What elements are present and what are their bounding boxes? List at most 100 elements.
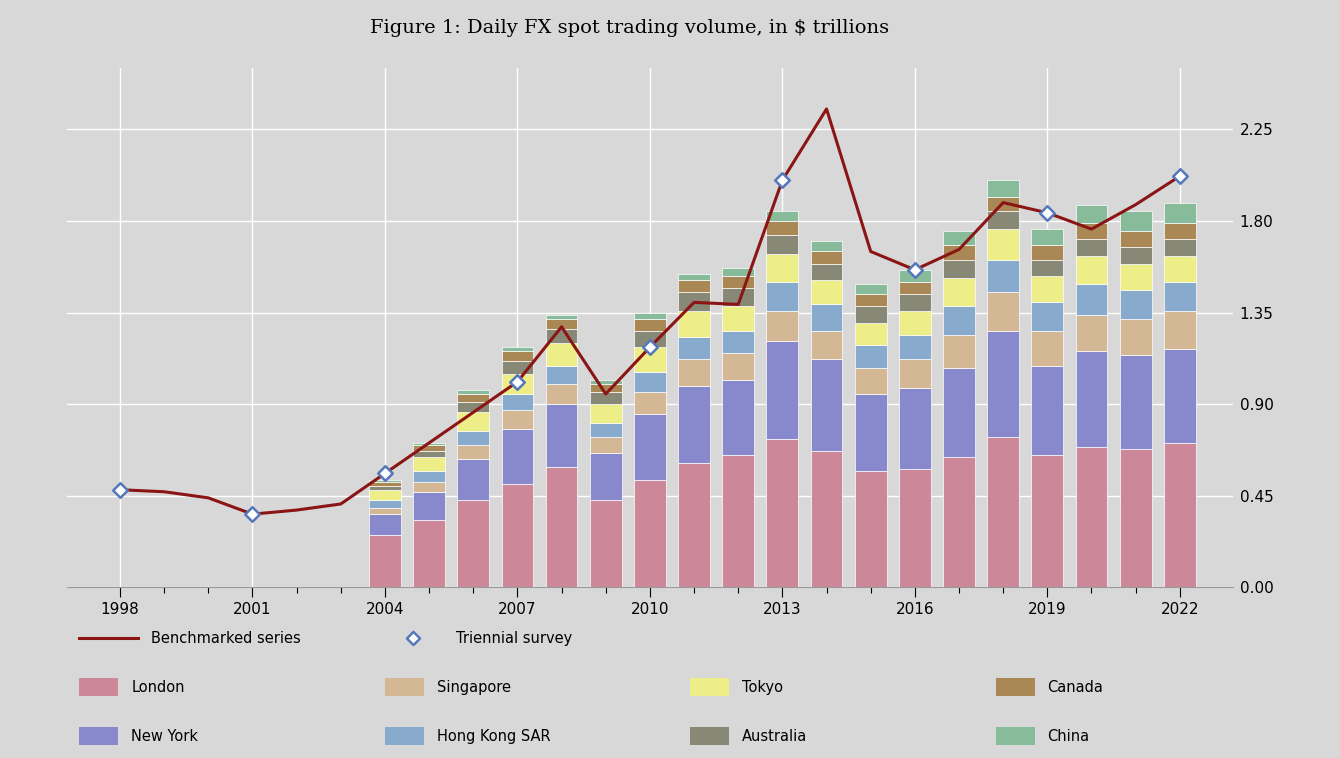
Bar xyxy=(899,270,931,282)
Bar xyxy=(545,315,578,318)
Bar xyxy=(811,241,843,252)
Bar xyxy=(369,486,401,490)
Bar xyxy=(1164,443,1195,587)
Bar xyxy=(457,445,489,459)
Bar xyxy=(988,211,1020,229)
Point xyxy=(507,376,528,388)
Bar xyxy=(678,359,710,386)
Bar xyxy=(457,412,489,431)
Bar xyxy=(413,520,445,587)
Point xyxy=(402,632,423,644)
Point xyxy=(241,508,263,520)
Bar xyxy=(899,359,931,388)
Bar xyxy=(457,402,489,412)
Bar xyxy=(855,345,887,368)
Bar xyxy=(690,678,729,696)
Bar xyxy=(634,347,666,371)
Bar xyxy=(457,390,489,394)
Bar xyxy=(722,288,754,306)
Bar xyxy=(590,453,622,500)
Bar xyxy=(988,260,1020,292)
Bar xyxy=(855,294,887,306)
Bar xyxy=(545,318,578,329)
Bar xyxy=(722,455,754,587)
Bar xyxy=(811,451,843,587)
Text: Tokyo: Tokyo xyxy=(742,680,783,694)
Bar xyxy=(369,534,401,587)
Bar xyxy=(811,331,843,359)
Point xyxy=(1037,207,1059,219)
Bar xyxy=(855,471,887,587)
Bar xyxy=(1120,231,1151,247)
Bar xyxy=(1076,351,1107,447)
Bar xyxy=(811,264,843,280)
Bar xyxy=(1120,211,1151,231)
Bar xyxy=(1164,255,1195,282)
Bar xyxy=(501,394,533,410)
Bar xyxy=(855,394,887,471)
Bar xyxy=(545,365,578,384)
Bar xyxy=(1120,290,1151,318)
Bar xyxy=(899,335,931,359)
Bar xyxy=(1120,247,1151,264)
Bar xyxy=(457,459,489,500)
Bar xyxy=(1076,255,1107,284)
Point xyxy=(905,264,926,276)
Bar xyxy=(1032,365,1063,455)
Bar xyxy=(413,445,445,451)
Bar xyxy=(1032,229,1063,246)
Bar xyxy=(899,294,931,311)
Bar xyxy=(590,392,622,404)
Text: China: China xyxy=(1048,728,1089,744)
Bar xyxy=(413,443,445,445)
Bar xyxy=(899,282,931,294)
Bar xyxy=(722,276,754,288)
Bar xyxy=(943,368,976,457)
Bar xyxy=(501,428,533,484)
Bar xyxy=(722,353,754,380)
Bar xyxy=(943,335,976,368)
Text: Canada: Canada xyxy=(1048,680,1103,694)
Bar xyxy=(678,292,710,311)
Bar xyxy=(501,484,533,587)
Bar xyxy=(634,415,666,480)
Bar xyxy=(988,196,1020,211)
Bar xyxy=(457,500,489,587)
Bar xyxy=(545,384,578,404)
Bar xyxy=(545,404,578,468)
Bar xyxy=(1120,318,1151,356)
Bar xyxy=(545,468,578,587)
Bar xyxy=(590,422,622,437)
Bar xyxy=(988,331,1020,437)
Bar xyxy=(766,439,799,587)
Bar xyxy=(766,235,799,253)
Bar xyxy=(1120,264,1151,290)
Text: Benchmarked series: Benchmarked series xyxy=(150,631,300,646)
Bar xyxy=(855,368,887,394)
Bar xyxy=(943,306,976,335)
Bar xyxy=(457,394,489,402)
Text: Singapore: Singapore xyxy=(437,680,511,694)
Bar xyxy=(1120,356,1151,449)
Bar xyxy=(1076,223,1107,240)
Text: Triennial survey: Triennial survey xyxy=(456,631,572,646)
Bar xyxy=(457,431,489,445)
Bar xyxy=(855,323,887,345)
Bar xyxy=(722,380,754,455)
Bar xyxy=(590,500,622,587)
Bar xyxy=(1076,284,1107,315)
Bar xyxy=(634,480,666,587)
Point xyxy=(374,468,395,480)
Bar xyxy=(996,678,1034,696)
Bar xyxy=(811,305,843,331)
Text: Hong Kong SAR: Hong Kong SAR xyxy=(437,728,551,744)
Bar xyxy=(1032,302,1063,331)
Bar xyxy=(766,253,799,282)
Bar xyxy=(678,311,710,337)
Bar xyxy=(369,514,401,534)
Bar xyxy=(943,260,976,278)
Bar xyxy=(1032,260,1063,276)
Bar xyxy=(722,331,754,353)
Bar xyxy=(501,347,533,351)
Bar xyxy=(943,457,976,587)
